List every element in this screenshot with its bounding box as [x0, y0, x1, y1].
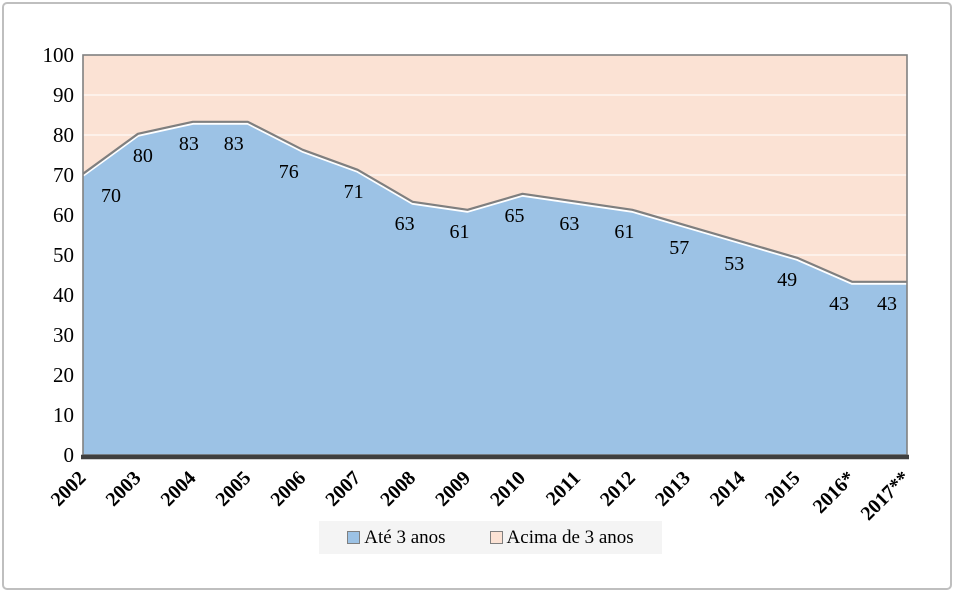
- legend-swatch-peach: [489, 531, 503, 544]
- x-axis-label: 2008: [376, 467, 420, 511]
- series-boundary-white-edge: [81, 121, 907, 285]
- x-axis-label: 2012: [596, 467, 640, 511]
- x-axis-label: 2017**: [857, 467, 915, 525]
- legend-label: Acima de 3 anos: [506, 526, 634, 548]
- data-label: 70: [101, 185, 121, 207]
- data-label: 65: [504, 205, 524, 227]
- legend-item-ate-3-anos: Até 3 anos: [347, 526, 446, 549]
- x-axis-label: 2011: [542, 467, 585, 510]
- y-axis-label: 70: [53, 163, 74, 187]
- data-label: 61: [614, 221, 634, 243]
- data-label: 43: [877, 293, 897, 315]
- series-boundary-line: [82, 120, 907, 283]
- x-axis-label: 2009: [431, 467, 475, 511]
- y-axis-label: 20: [53, 363, 74, 387]
- legend-label: Até 3 anos: [364, 526, 446, 548]
- x-axis-label: 2013: [651, 467, 695, 511]
- x-axis-label: 2014: [706, 467, 750, 511]
- data-label: 57: [669, 237, 689, 259]
- data-label: 83: [224, 133, 244, 155]
- x-axis-label: 2007: [321, 467, 365, 511]
- data-label: 63: [395, 213, 415, 235]
- y-axis-label: 90: [53, 83, 74, 107]
- y-axis-label: 10: [53, 403, 74, 427]
- y-axis-label: 50: [53, 243, 74, 267]
- data-label: 80: [133, 145, 153, 167]
- data-label: 76: [279, 161, 299, 183]
- legend-swatch-blue: [347, 531, 361, 544]
- area-ate-3-anos: [83, 123, 907, 455]
- y-axis-label: 60: [53, 203, 74, 227]
- data-label: 83: [179, 133, 199, 155]
- y-axis-label: 80: [53, 123, 74, 147]
- y-axis-label: 100: [43, 43, 75, 67]
- x-axis-label: 2004: [157, 467, 201, 511]
- x-axis-label: 2005: [211, 467, 255, 511]
- x-axis-label: 2016*: [809, 467, 860, 518]
- data-label: 71: [344, 181, 364, 203]
- chart-legend: Até 3 anos Acima de 3 anos: [319, 521, 662, 554]
- data-label: 43: [829, 293, 849, 315]
- x-axis-label: 2003: [102, 467, 146, 511]
- x-axis-label: 2002: [47, 467, 91, 511]
- y-axis-label: 30: [53, 323, 74, 347]
- x-axis-label: 2006: [266, 467, 310, 511]
- data-label: 53: [724, 253, 744, 275]
- legend-item-acima-de-3-anos: Acima de 3 anos: [489, 526, 634, 549]
- x-axis-label: 2015: [761, 467, 805, 511]
- y-axis-label: 0: [64, 443, 75, 467]
- data-label: 61: [450, 221, 470, 243]
- y-axis-label: 40: [53, 283, 74, 307]
- x-axis-label: 2010: [486, 467, 530, 511]
- data-label: 63: [559, 213, 579, 235]
- data-label: 49: [777, 269, 797, 291]
